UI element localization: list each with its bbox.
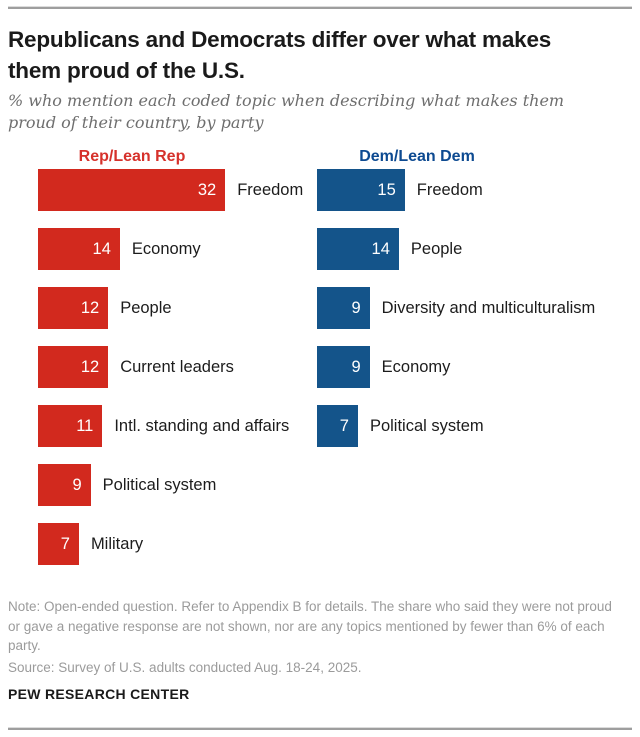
- bar-rep-lean-rep-current-leaders: 12: [38, 346, 109, 388]
- bar-row-rep-lean-rep-intl-standing-and-affairs: 11 Intl. standing and affairs: [38, 405, 289, 447]
- bar-row-dem-lean-dem-people: 14 People: [317, 228, 462, 270]
- bar-category-label: People: [120, 298, 172, 317]
- bar-rep-lean-rep-military: 7: [38, 523, 79, 565]
- bar-rep-lean-rep-political-system: 9: [38, 464, 91, 506]
- bar-value: 15: [377, 180, 396, 199]
- bar-category-label: Political system: [369, 416, 484, 435]
- bar-value: 11: [76, 416, 94, 435]
- bar-category-label: Political system: [102, 475, 217, 494]
- bar-category-label: Military: [90, 534, 144, 553]
- bar-value: 12: [80, 298, 100, 317]
- bar-category-label: Current leaders: [120, 357, 234, 376]
- bar-row-dem-lean-dem-political-system: 7 Political system: [317, 405, 484, 447]
- bar-row-rep-lean-rep-military: 7 Military: [38, 523, 143, 565]
- bar-row-dem-lean-dem-diversity-and-multiculturalism: 9 Diversity and multiculturalism: [317, 287, 595, 329]
- bar-rep-lean-rep-freedom: 32: [38, 169, 226, 211]
- bar-value: 14: [371, 239, 390, 258]
- bar-dem-lean-dem-diversity-and-multiculturalism: 9: [317, 287, 370, 329]
- legend-rep-header: Rep/Lean Rep: [78, 148, 186, 165]
- bar-chart: 32 Freedom 14 Economy 12 People 12 Current lead…: [0, 169, 640, 569]
- bar-dem-lean-dem-freedom: 15: [317, 169, 405, 211]
- brand-footer: PEW RESEARCH CENTER: [8, 686, 190, 702]
- bar-category-label: Freedom: [416, 180, 483, 199]
- bar-row-rep-lean-rep-economy: 14 Economy: [38, 228, 201, 270]
- bar-row-rep-lean-rep-current-leaders: 12 Current leaders: [38, 346, 234, 388]
- bar-value: 32: [197, 180, 217, 199]
- bar-category-label: Diversity and multiculturalism: [381, 298, 596, 317]
- bar-value: 7: [60, 534, 70, 553]
- source-text: Source: Survey of U.S. adults conducted …: [8, 660, 362, 675]
- bar-row-rep-lean-rep-freedom: 32 Freedom: [38, 169, 303, 211]
- bar-rep-lean-rep-economy: 14: [38, 228, 120, 270]
- bar-row-rep-lean-rep-people: 12 People: [38, 287, 172, 329]
- bar-value: 14: [92, 239, 111, 258]
- bar-rep-lean-rep-intl-standing-and-affairs: 11: [38, 405, 103, 447]
- top-divider: [8, 6, 632, 9]
- bar-value: 12: [80, 357, 100, 376]
- bar-category-label: Economy: [381, 357, 451, 376]
- legend-dem-header: Dem/Lean Dem: [359, 148, 475, 165]
- note-text: Note: Open-ended question. Refer to Appe…: [8, 599, 612, 654]
- bar-category-label: People: [410, 239, 463, 258]
- chart-subtitle: % who mention each coded topic when desc…: [8, 91, 565, 133]
- bottom-divider: [8, 727, 632, 730]
- bar-dem-lean-dem-economy: 9: [317, 346, 370, 388]
- bar-dem-lean-dem-political-system: 7: [317, 405, 358, 447]
- bar-category-label: Freedom: [237, 180, 304, 199]
- bar-value: 9: [351, 298, 361, 317]
- bar-category-label: Intl. standing and affairs: [114, 416, 290, 435]
- bar-value: 7: [339, 416, 349, 435]
- bar-row-dem-lean-dem-economy: 9 Economy: [317, 346, 450, 388]
- bar-rep-lean-rep-people: 12: [38, 287, 109, 329]
- bar-row-dem-lean-dem-freedom: 15 Freedom: [317, 169, 483, 211]
- bar-dem-lean-dem-people: 14: [317, 228, 399, 270]
- bar-value: 9: [72, 475, 82, 494]
- chart-title: Republicans and Democrats differ over wh…: [8, 27, 552, 83]
- bar-category-label: Economy: [131, 239, 201, 258]
- bar-row-rep-lean-rep-political-system: 9 Political system: [38, 464, 216, 506]
- bar-value: 9: [351, 357, 361, 376]
